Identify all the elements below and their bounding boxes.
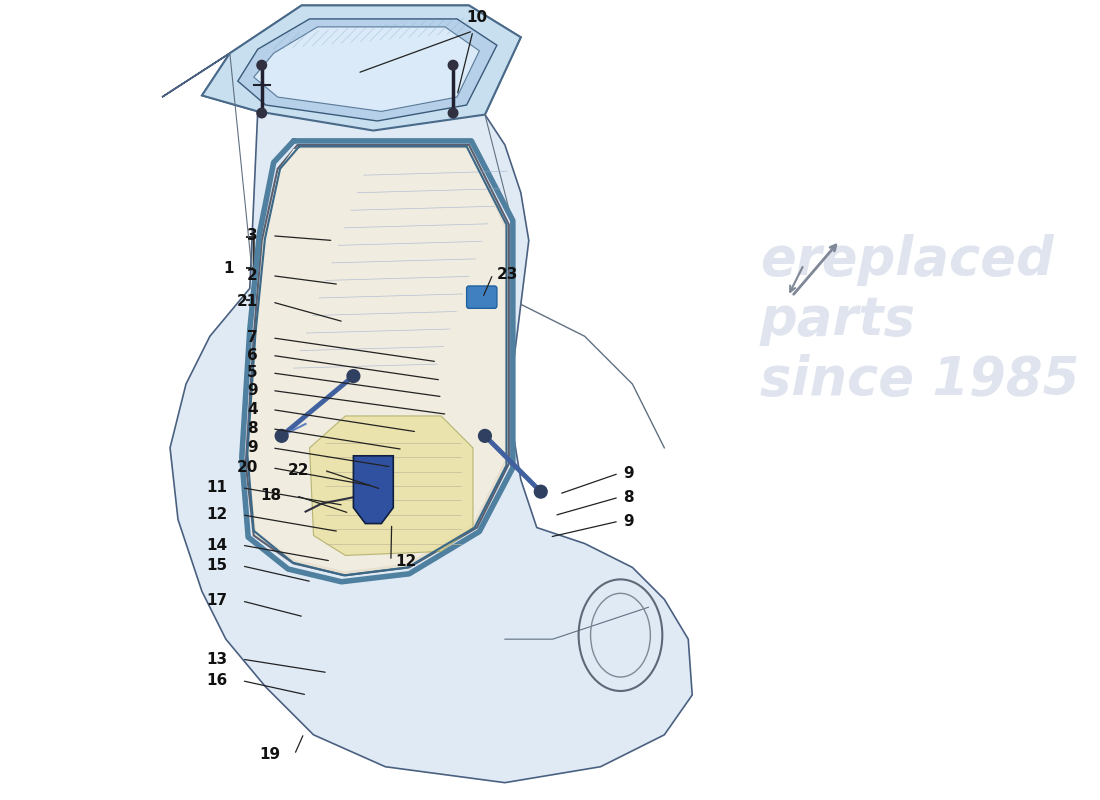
Text: 21: 21 [236,294,257,310]
Text: 8: 8 [623,490,634,505]
Text: 14: 14 [207,538,228,553]
Text: 23: 23 [497,266,518,282]
Text: 7: 7 [248,330,257,346]
Text: 22: 22 [288,462,309,478]
Text: 9: 9 [248,440,257,455]
Text: 12: 12 [395,554,416,569]
Circle shape [275,430,288,442]
Text: 18: 18 [261,488,282,503]
Circle shape [346,370,360,382]
Text: 15: 15 [207,558,228,574]
Polygon shape [309,416,473,555]
Text: 19: 19 [258,747,280,762]
Text: ereplaced
parts
since 1985: ereplaced parts since 1985 [760,234,1079,406]
Polygon shape [162,6,692,782]
Text: 17: 17 [207,594,228,608]
Polygon shape [353,456,394,523]
Text: 6: 6 [248,348,257,363]
Text: 3: 3 [248,228,257,243]
Text: 9: 9 [248,383,257,398]
Polygon shape [238,19,497,121]
Text: 10: 10 [466,10,487,25]
Polygon shape [202,6,520,130]
Text: 1: 1 [223,261,234,276]
FancyBboxPatch shape [466,286,497,308]
Text: 8: 8 [248,421,257,436]
Circle shape [257,108,266,118]
Circle shape [449,108,458,118]
Text: 2: 2 [248,268,257,283]
Polygon shape [249,149,505,571]
Text: 16: 16 [206,673,228,688]
Text: 4: 4 [248,402,257,417]
Circle shape [535,486,547,498]
Circle shape [449,60,458,70]
Text: 12: 12 [206,507,228,522]
Polygon shape [245,145,509,575]
Circle shape [257,60,266,70]
Text: 9: 9 [623,466,634,481]
Text: 13: 13 [207,651,228,666]
Text: 5: 5 [248,366,257,380]
Text: 11: 11 [207,480,228,495]
Text: 9: 9 [623,514,634,529]
Text: 20: 20 [236,460,257,475]
Circle shape [478,430,492,442]
Polygon shape [254,27,480,111]
